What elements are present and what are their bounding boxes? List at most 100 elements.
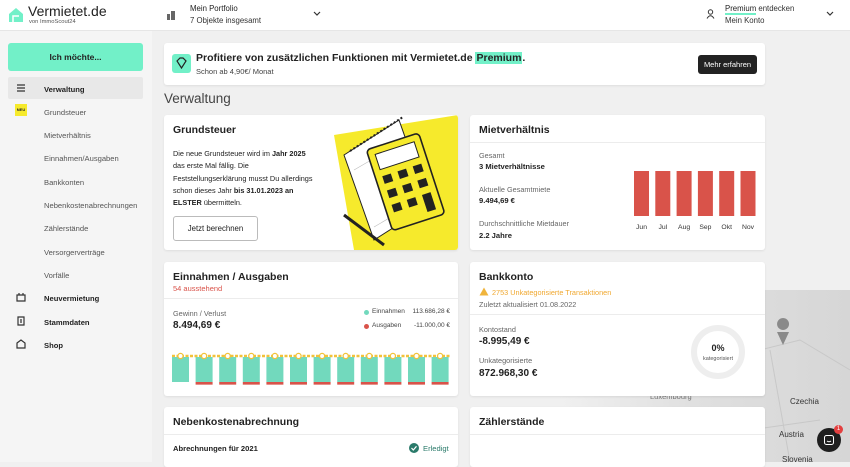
- line-point: [177, 352, 184, 360]
- legend-name: Ausgaben: [372, 322, 402, 329]
- bar: [634, 171, 649, 216]
- value: 8.494,69 €: [173, 320, 221, 331]
- label: Gewinn / Verlust: [173, 309, 227, 318]
- label: Durchschnittliche Mietdauer: [479, 219, 570, 228]
- menu-item[interactable]: Grundsteuer: [44, 108, 87, 117]
- account-label[interactable]: Mein Konto: [725, 16, 765, 25]
- premium-banner: Profitiere von zusätzlichen Funktionen m…: [164, 43, 765, 85]
- card-title: Grundsteuer: [173, 124, 237, 136]
- card-title: Nebenkostenabrechnung: [173, 416, 300, 428]
- chat-badge: 1: [834, 425, 843, 434]
- calculate-button[interactable]: Jetzt berechnen: [173, 216, 258, 241]
- x-tick-label: Sep: [699, 224, 711, 231]
- expense-bar: [290, 382, 307, 385]
- line-point: [248, 352, 255, 360]
- updated: Zuletzt aktualisiert 01.08.2022: [479, 300, 577, 309]
- legend-value: 113.686,28 €: [412, 308, 450, 315]
- new-badge: NEU: [15, 104, 27, 116]
- logo-icon: [9, 8, 23, 22]
- income-bar: [195, 357, 213, 382]
- expense-bar: [266, 382, 284, 385]
- premium-link[interactable]: Premium entdecken: [725, 4, 794, 15]
- line-point: [342, 352, 349, 360]
- menu-item[interactable]: Einnahmen/Ausgaben: [44, 154, 119, 163]
- income-bar: [384, 357, 402, 382]
- expense-bar: [384, 382, 402, 385]
- banner-subtitle: Schon ab 4,90€/ Monat: [196, 67, 274, 76]
- label: Unkategorisierte: [479, 356, 533, 365]
- line-point: [295, 352, 302, 360]
- income-bar: [242, 357, 260, 382]
- menu-icon: [16, 339, 26, 349]
- warning[interactable]: 2753 Unkategorisierte Transaktionen: [492, 288, 612, 297]
- menu-icon: [16, 293, 26, 302]
- chevron[interactable]: [313, 11, 321, 17]
- menu-item[interactable]: Zählerstände: [44, 224, 89, 233]
- donut-label: kategorisiert: [703, 356, 733, 362]
- premium-word: Premium: [725, 4, 757, 15]
- logo[interactable]: Vermietet.de: [28, 3, 107, 19]
- legend-entry: Einnahmen 113.686,28 €: [364, 308, 450, 318]
- menu-item[interactable]: Stammdaten: [44, 318, 90, 327]
- banner-title: Profitiere von zusätzlichen Funktionen m…: [196, 52, 525, 64]
- chevron[interactable]: [826, 11, 834, 17]
- income-bar: [408, 357, 425, 382]
- icon-path: [16, 293, 26, 302]
- portfolio-icon: [167, 11, 175, 20]
- income-bar: [219, 357, 237, 382]
- menu-item[interactable]: Versorgerverträge: [44, 248, 105, 257]
- banner-title-end: .: [522, 52, 526, 64]
- income-bar: [313, 357, 331, 382]
- label: Aktuelle Gesamtmiete: [479, 185, 551, 194]
- bar: [655, 171, 671, 216]
- rent-chart: Jun Jul Aug Sep Okt Nov: [634, 171, 756, 231]
- menu-item[interactable]: Neuvermietung: [44, 294, 100, 303]
- card-title: Einnahmen / Ausgaben: [173, 271, 289, 283]
- expense-bar: [408, 382, 425, 385]
- separator: [470, 434, 765, 435]
- text-part: bis 31.01.2023 an ELSTER: [173, 185, 294, 208]
- value: 872.968,30 €: [479, 368, 538, 379]
- separator: [164, 434, 458, 435]
- label: Gesamt: [479, 151, 505, 160]
- map-label: Luxembourg: [650, 392, 692, 401]
- legend-entry: Ausgaben -11.000,00 €: [364, 322, 450, 332]
- menu-item[interactable]: Verwaltung: [44, 85, 85, 94]
- text-part: Jahr 2025: [271, 149, 306, 158]
- icon-path: [16, 339, 26, 349]
- expense-bar: [195, 382, 213, 385]
- action-button[interactable]: Ich möchte...: [8, 43, 143, 71]
- label: Kontostand: [479, 325, 516, 334]
- menu-item[interactable]: Mietverhältnis: [44, 131, 91, 140]
- donut-chart: 0% kategorisiert: [691, 325, 745, 379]
- bar: [740, 171, 756, 216]
- icon-path: [17, 84, 25, 92]
- menu-item[interactable]: Nebenkostenabrechnungen: [44, 201, 138, 210]
- logo-sub: von ImmoScout24: [29, 19, 76, 25]
- value: 3 Mietverhältnisse: [479, 162, 545, 171]
- legend-dot: [364, 310, 369, 315]
- row-label: Abrechnungen für 2021: [173, 444, 258, 453]
- text-part: übermitteln.: [201, 198, 242, 208]
- income-bar: [172, 357, 189, 382]
- line-point: [366, 352, 373, 360]
- menu-item[interactable]: Vorfälle: [44, 271, 70, 280]
- expense-bar: [360, 382, 378, 385]
- nebenkosten-card: Nebenkostenabrechnung Abrechnungen für 2…: [164, 407, 458, 467]
- map-label: Austria: [779, 430, 804, 439]
- separator: [470, 314, 765, 315]
- map-label: Czechia: [790, 397, 819, 406]
- line-point: [389, 352, 397, 360]
- chat-button[interactable]: 1: [817, 425, 843, 452]
- menu-item[interactable]: Shop: [44, 341, 63, 350]
- banner-button[interactable]: Mehr erfahren: [698, 55, 757, 74]
- separator: [164, 298, 458, 299]
- pending[interactable]: 54 ausstehend: [173, 284, 223, 293]
- line-point: [436, 352, 444, 360]
- account-icon: [706, 9, 715, 19]
- x-tick-label: Jul: [658, 224, 667, 231]
- menu-item[interactable]: Bankkonten: [44, 178, 85, 187]
- card-title: Zählerstände: [479, 416, 545, 428]
- portfolio-title[interactable]: Mein Portfolio: [190, 4, 238, 13]
- header: Vermietet.de von ImmoScout24 Mein Portfo…: [0, 0, 850, 31]
